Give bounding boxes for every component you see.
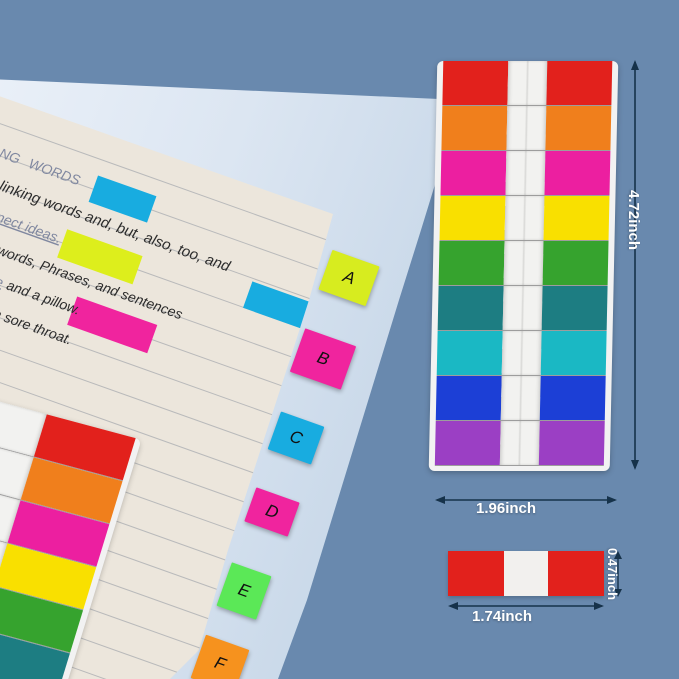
svg-text:me some: me some — [0, 256, 6, 290]
svg-text:WORDS: WORDS — [27, 155, 84, 188]
svg-text:NG: NG — [0, 145, 23, 167]
